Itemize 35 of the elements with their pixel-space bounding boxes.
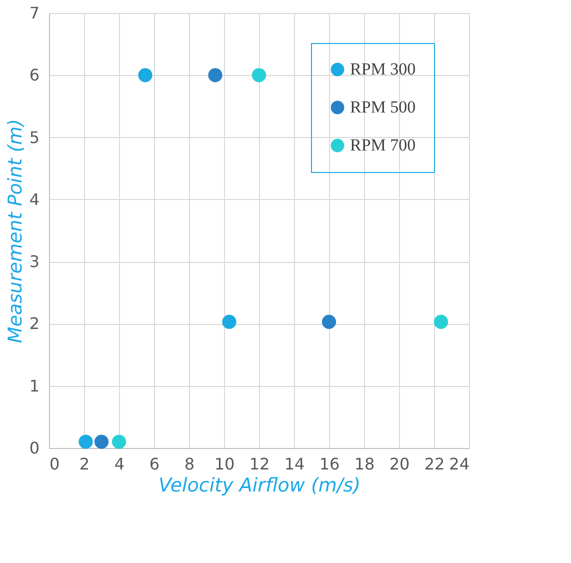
y-tick-label: 7	[29, 4, 40, 22]
x-axis-title: Velocity Airflow (m/s)	[158, 474, 361, 496]
y-tick-label: 4	[29, 190, 40, 209]
legend-label: RPM 300	[350, 60, 416, 78]
x-tick-label: 8	[184, 454, 195, 474]
point	[222, 314, 236, 329]
point	[208, 68, 222, 82]
point	[252, 68, 266, 82]
x-tick-label: 20	[389, 454, 410, 474]
y-tick-label: 5	[29, 128, 40, 147]
x-tick-label: 6	[149, 454, 160, 474]
y-tick-label: 6	[29, 66, 40, 85]
point	[322, 314, 336, 329]
x-tick-label: 16	[319, 454, 340, 474]
y-tick-label: 1	[29, 376, 40, 396]
x-tick-label: 12	[249, 454, 270, 474]
point	[78, 434, 93, 449]
x-tick-label: 22	[424, 454, 445, 474]
x-tick-label: 18	[354, 454, 375, 474]
x-tick-label: 2	[79, 454, 90, 474]
y-tick-label: 2	[29, 314, 40, 334]
point	[434, 314, 448, 329]
y-tick-label: 3	[29, 252, 40, 272]
point	[94, 434, 109, 449]
x-tick-label: 0	[50, 454, 60, 474]
y-tick-label: 0	[29, 438, 40, 458]
x-tick-label: 14	[284, 454, 305, 474]
x-tick-label: 4	[114, 454, 125, 474]
x-tick-label: 10	[214, 454, 235, 474]
x-tick-label: 24	[449, 454, 470, 474]
point	[112, 434, 126, 449]
point	[138, 68, 152, 82]
legend-label: RPM 500	[350, 98, 416, 116]
y-axis-title: Measurement Point (m)	[4, 118, 26, 344]
legend-label: RPM 700	[350, 136, 416, 154]
